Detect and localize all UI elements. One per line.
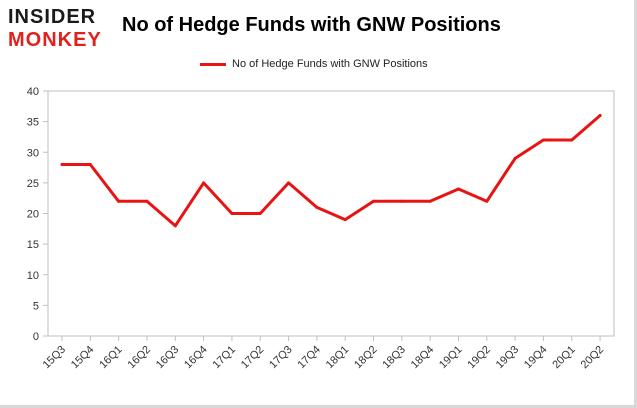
data-point [570, 138, 574, 142]
data-point [513, 156, 517, 160]
y-axis: 0 5 10 15 20 25 30 35 40 [27, 86, 48, 343]
plot-area-border [47, 90, 615, 337]
chart-title: No of Hedge Funds with GNW Positions [122, 14, 501, 36]
x-tick-label: 18Q2 [352, 344, 380, 372]
x-tick-label: 19Q4 [522, 344, 550, 372]
logo-line-2: MONKEY [8, 29, 102, 51]
x-tick-label: 16Q4 [182, 344, 210, 372]
x-tick-label: 16Q3 [154, 344, 182, 372]
y-tick-label: 30 [27, 147, 39, 159]
series-line [60, 114, 602, 228]
data-point [230, 212, 234, 215]
insider-monkey-logo: INSIDER MONKEY [6, 6, 118, 54]
logo-line-1: INSIDER [8, 6, 97, 28]
data-point [598, 114, 602, 117]
x-tick-label: 17Q3 [267, 344, 295, 372]
data-point [372, 199, 376, 203]
y-tick-label: 0 [33, 331, 39, 343]
x-tick-label: 19Q3 [494, 344, 522, 372]
data-point [315, 205, 319, 209]
data-point [88, 163, 92, 166]
data-point [173, 224, 177, 228]
y-tick-label: 25 [27, 178, 39, 190]
y-tick-label: 35 [27, 117, 39, 129]
data-point [117, 199, 121, 203]
x-tick-label: 17Q2 [239, 344, 267, 372]
data-point [60, 163, 64, 166]
data-point [456, 187, 460, 191]
data-point [258, 212, 262, 215]
x-tick-label: 17Q4 [295, 344, 323, 372]
data-point [343, 218, 347, 222]
x-tick-label: 18Q3 [380, 344, 408, 372]
data-point [400, 199, 404, 203]
x-tick-label: 16Q1 [97, 344, 125, 372]
x-axis: 15Q3 15Q4 16Q1 16Q2 16Q3 16Q4 17Q1 17Q2 17Q3 17Q4… [41, 336, 607, 372]
y-tick-label: 10 [27, 270, 39, 282]
x-tick-label: 20Q1 [550, 344, 578, 372]
chart-legend: No of Hedge Funds with GNW Positions [200, 57, 428, 71]
data-point [541, 138, 545, 142]
data-point [428, 199, 432, 203]
legend-swatch [200, 62, 226, 66]
x-tick-label: 15Q4 [69, 344, 97, 372]
x-tick-label: 18Q1 [324, 344, 352, 372]
x-tick-label: 15Q3 [41, 344, 69, 372]
x-tick-label: 19Q2 [465, 344, 493, 372]
x-tick-label: 18Q4 [409, 344, 437, 372]
y-tick-label: 20 [27, 209, 39, 221]
x-tick-label: 19Q1 [437, 344, 465, 372]
y-tick-label: 5 [33, 300, 39, 312]
data-point [485, 199, 489, 203]
x-tick-label: 17Q1 [211, 344, 239, 372]
legend-label: No of Hedge Funds with GNW Positions [232, 58, 428, 70]
y-tick-label: 40 [27, 86, 39, 98]
data-point [287, 181, 291, 185]
x-tick-label: 16Q2 [126, 344, 154, 372]
y-tick-label: 15 [27, 239, 39, 251]
series-layer [60, 114, 602, 228]
data-point [202, 181, 206, 185]
x-tick-label: 20Q2 [579, 344, 607, 372]
data-point [145, 199, 149, 203]
